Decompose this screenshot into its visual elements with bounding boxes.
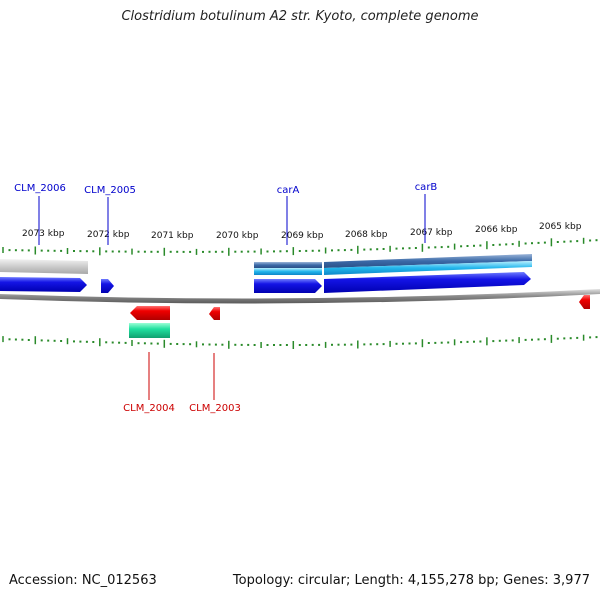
- kbp-label: 2068 kbp: [345, 230, 388, 240]
- kbp-labels: 2073 kbp 2072 kbp 2071 kbp 2070 kbp 2069…: [22, 222, 582, 241]
- genome-title: Clostridium botulinum A2 str. Kyoto, com…: [121, 9, 479, 24]
- gene-label-clm-2003[interactable]: CLM_2003: [189, 403, 241, 414]
- cara-feature-top: [254, 262, 322, 268]
- cara-feature-bottom: [254, 268, 322, 275]
- gene-arrow-clm-2004[interactable]: [130, 306, 170, 320]
- gene-label-clm-2006[interactable]: CLM_2006: [14, 183, 66, 194]
- feature-band-upper: [0, 254, 532, 275]
- top-tick-ruler: [2, 237, 598, 256]
- kbp-label: 2070 kbp: [216, 231, 259, 241]
- kbp-label: 2066 kbp: [475, 225, 518, 235]
- genome-backbone: [0, 289, 600, 304]
- accession-text: Accession: NC_012563: [9, 573, 157, 588]
- gene-label-carb[interactable]: carB: [415, 182, 438, 193]
- gene-arrow-clm-2006[interactable]: [0, 277, 87, 292]
- gene-arrow-clm-2003[interactable]: [209, 307, 220, 320]
- kbp-label: 2065 kbp: [539, 222, 582, 232]
- gene-label-cara[interactable]: carA: [277, 185, 300, 196]
- gene-label-clm-2004[interactable]: CLM_2004: [123, 403, 175, 414]
- gene-arrow-carb[interactable]: [324, 272, 531, 293]
- forward-cds-track: [0, 272, 531, 293]
- carb-feature-top: [324, 254, 532, 268]
- kbp-label: 2073 kbp: [22, 229, 65, 239]
- grey-feature: [0, 259, 88, 274]
- carb-feature-bottom: [324, 261, 532, 275]
- reverse-cds-track: [130, 295, 590, 320]
- kbp-label: 2069 kbp: [281, 231, 324, 241]
- gene-labels: CLM_2006 CLM_2005 carA carB CLM_2004 CLM…: [14, 182, 437, 414]
- gene-arrow-clm-2005[interactable]: [101, 279, 114, 293]
- gene-arrow-cara[interactable]: [254, 279, 322, 293]
- gene-label-clm-2005[interactable]: CLM_2005: [84, 185, 136, 196]
- green-feature: [129, 323, 170, 338]
- bottom-tick-ruler: [2, 334, 598, 349]
- kbp-label: 2067 kbp: [410, 228, 453, 238]
- gene-arrow-offscreen[interactable]: [579, 295, 590, 309]
- genome-summary-text: Topology: circular; Length: 4,155,278 bp…: [232, 573, 590, 588]
- kbp-label: 2071 kbp: [151, 231, 194, 241]
